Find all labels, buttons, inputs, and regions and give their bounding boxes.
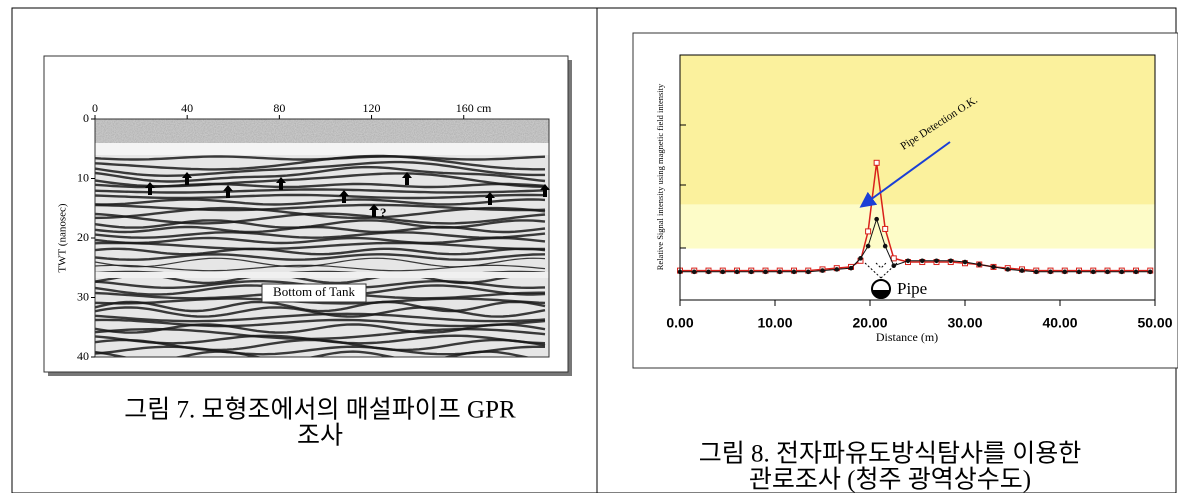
point (866, 229, 871, 234)
point (1020, 268, 1025, 273)
y-tick-label: 30 (77, 289, 89, 303)
point (883, 226, 888, 231)
caption-line: 조사 (297, 422, 343, 450)
x-tick-label: 40.00 (1042, 315, 1077, 331)
point (792, 270, 797, 275)
point (891, 256, 896, 261)
point (706, 270, 711, 275)
page: Bottom of Tank ? TWT (nanosec) 그림 7. 모형조… (0, 0, 1178, 493)
caption-line: 관로조사 (청주 광역상수도) (749, 466, 1031, 493)
x-tick-label: 160 cm (456, 101, 492, 115)
x-axis-label: Distance (m) (876, 330, 938, 344)
point (692, 270, 697, 275)
y-axis-label: Relative Signal intensity using magnetic… (655, 83, 665, 270)
band (680, 204, 1155, 248)
point (963, 260, 968, 265)
point (806, 270, 811, 275)
point (820, 268, 825, 273)
x-tick-label: 20.00 (852, 315, 887, 331)
point (1048, 270, 1053, 275)
point (920, 259, 925, 264)
x-tick-label: 40 (181, 101, 193, 115)
point (849, 266, 854, 271)
point (1062, 270, 1067, 275)
point (991, 265, 996, 270)
y-tick-label: 20 (77, 230, 89, 244)
white-band (95, 143, 549, 155)
y-tick-label: 0 (83, 111, 89, 125)
x-tick-label: 30.00 (947, 315, 982, 331)
point (1119, 270, 1124, 275)
point (858, 256, 863, 261)
caption-line: 그림 7. 모형조에서의 매설파이프 GPR (124, 396, 516, 424)
point (1034, 270, 1039, 275)
point (874, 217, 879, 222)
point (1091, 270, 1096, 275)
tank-bottom-band (95, 272, 549, 278)
pipe-label: Pipe (897, 279, 927, 298)
y-axis-label: TWT (nanosec) (57, 203, 69, 272)
point (1077, 270, 1082, 275)
point (934, 259, 939, 264)
point (735, 270, 740, 275)
point (763, 270, 768, 275)
y-tick-label: 40 (77, 349, 89, 363)
caption-line: 그림 8. 전자파유도방식탐사를 이용한 (699, 440, 1082, 468)
document: Bottom of Tank ? TWT (nanosec) 그림 7. 모형조… (0, 0, 1178, 493)
point (1148, 270, 1153, 275)
point (720, 270, 725, 275)
x-tick-label: 120 (363, 101, 381, 115)
point (874, 160, 879, 165)
point (948, 259, 953, 264)
point (834, 267, 839, 272)
point (1005, 267, 1010, 272)
noise-texture (95, 119, 549, 143)
x-tick-label: 0 (92, 101, 98, 115)
x-tick-label: 50.00 (1137, 315, 1172, 331)
annotation: Bottom of Tank (273, 284, 355, 299)
point (1134, 270, 1139, 275)
point (906, 259, 911, 264)
point (1105, 270, 1110, 275)
point (977, 262, 982, 267)
x-tick-label: 10.00 (757, 315, 792, 331)
y-tick-label: 10 (77, 170, 89, 184)
x-tick-label: 80 (273, 101, 285, 115)
radargram (95, 119, 549, 364)
point (866, 244, 871, 249)
point (749, 270, 754, 275)
x-tick-label: 0.00 (666, 315, 693, 331)
point (777, 270, 782, 275)
question-mark: ? (380, 205, 387, 220)
point (883, 244, 888, 249)
